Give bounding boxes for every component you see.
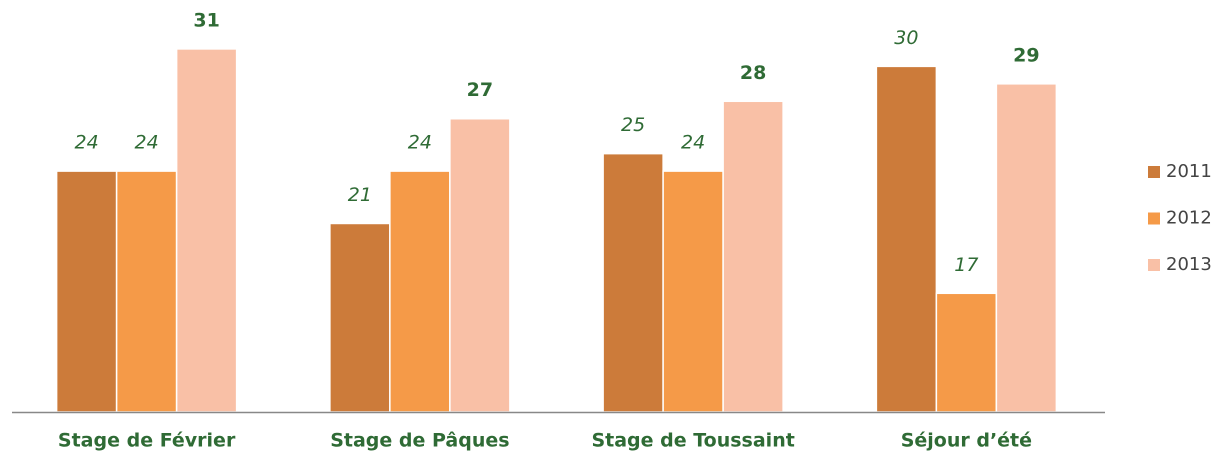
legend-label: 2013 <box>1166 254 1212 275</box>
legend-swatch <box>1148 212 1160 225</box>
bar <box>602 152 664 413</box>
value-label: 28 <box>740 62 766 84</box>
x-tick-label: Stage de Toussaint <box>591 430 794 452</box>
x-tick-label: Stage de Pâques <box>330 430 509 452</box>
bar <box>662 170 724 413</box>
bar <box>55 170 118 413</box>
legend-label: 2011 <box>1166 161 1212 182</box>
value-label: 24 <box>408 132 432 154</box>
legend-swatch <box>1148 166 1160 178</box>
bar <box>175 48 238 413</box>
legend-label: 2012 <box>1166 208 1212 229</box>
bar <box>329 222 391 413</box>
value-label: 25 <box>621 114 645 136</box>
bar <box>389 170 451 413</box>
bar <box>722 100 784 413</box>
value-label: 17 <box>954 254 978 276</box>
value-label: 31 <box>193 9 219 31</box>
bar <box>995 83 1058 413</box>
value-label: 24 <box>681 132 705 154</box>
x-tick-label: Stage de Février <box>58 430 236 452</box>
value-label: 29 <box>1013 44 1039 66</box>
bar <box>449 117 511 413</box>
value-label: 21 <box>348 184 372 206</box>
bar <box>115 170 178 413</box>
bar <box>935 292 998 413</box>
value-label: 24 <box>75 132 99 154</box>
x-tick-label: Séjour d’été <box>901 430 1032 452</box>
legend-swatch <box>1148 259 1160 271</box>
value-label: 27 <box>467 79 493 101</box>
value-label: 30 <box>894 27 918 49</box>
value-label: 24 <box>135 132 159 154</box>
bar <box>875 65 938 413</box>
